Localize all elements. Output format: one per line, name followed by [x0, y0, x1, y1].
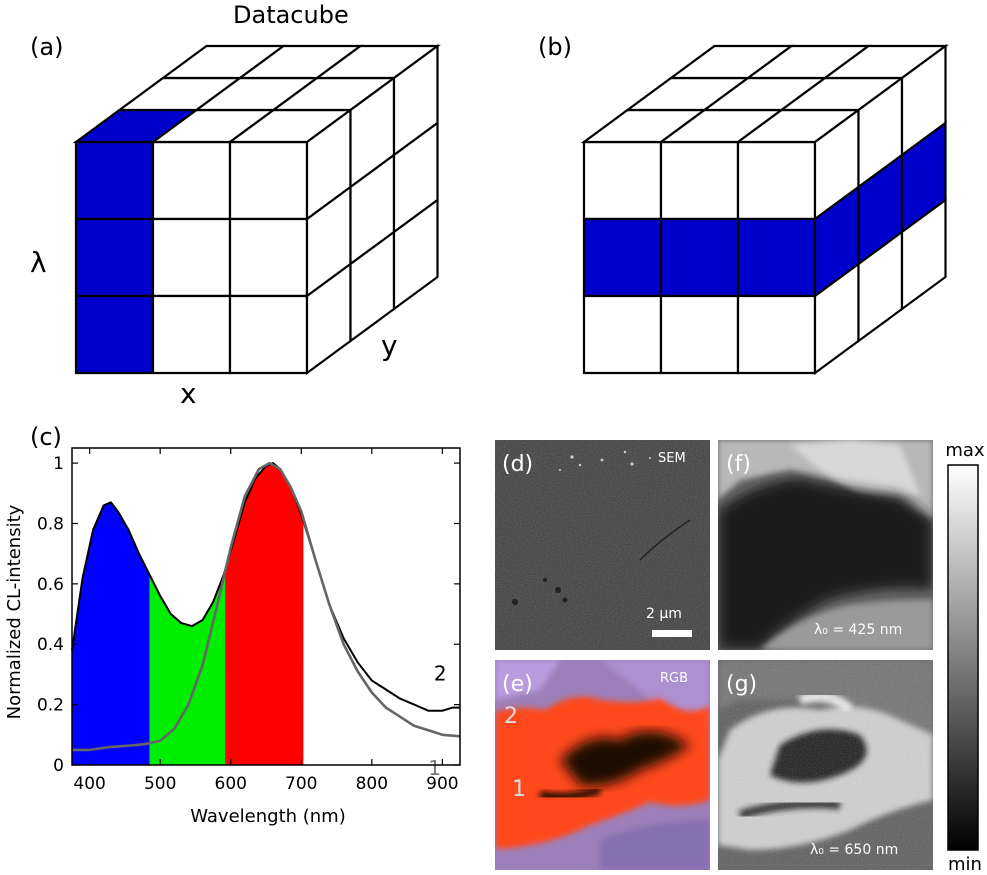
panel-b: (b)	[538, 33, 949, 376]
y-tick-label: 0.6	[37, 575, 64, 595]
label-e: (e)	[502, 672, 533, 697]
series-line-2	[71, 462, 460, 712]
cube-front-cell	[228, 294, 309, 375]
label-d: (d)	[502, 452, 533, 477]
cube-front-cell	[659, 294, 740, 375]
y-tick-label: 0	[53, 756, 64, 776]
y-tick-label: 0.4	[37, 635, 64, 655]
cube-front-cell	[151, 217, 232, 298]
plot-frame	[71, 447, 461, 766]
datacube-a	[72, 43, 441, 376]
cube-front-cell	[74, 217, 155, 298]
scale-bar-label: 2 µm	[646, 606, 682, 622]
cube-front-cell	[151, 294, 232, 375]
cube-front-cell	[582, 217, 663, 298]
panel-c: (c) 2 1 400 500 600 700 800 900 0 0.2 0.4 0.6 0.8 1 W…	[4, 423, 461, 827]
cube-front-cell	[582, 140, 663, 221]
cube-front-cell	[736, 140, 817, 221]
label-g: (g)	[726, 672, 757, 697]
cube-front-cell	[228, 140, 309, 221]
x-tick-label: 400	[73, 774, 105, 794]
x-tick-label: 800	[356, 774, 388, 794]
cube-front-cell	[74, 294, 155, 375]
cube-side-cell	[900, 197, 947, 312]
x-tick-label: 600	[215, 774, 247, 794]
cube-front-cell	[151, 140, 232, 221]
y-tick-label: 1	[53, 454, 64, 474]
panel-a: (a) Datacube λ x y	[30, 1, 441, 410]
colorbar-max-label: max	[945, 440, 985, 461]
lambda-650-label: λ₀ = 650 nm	[810, 842, 898, 858]
sem-tag: SEM	[658, 451, 686, 466]
axis-lambda-label: λ	[30, 246, 47, 279]
panel-e	[495, 660, 710, 870]
label-c: (c)	[30, 423, 62, 451]
x-tick-label: 500	[144, 774, 176, 794]
cube-front-cell	[736, 217, 817, 298]
colorbar-min-label: min	[948, 854, 982, 875]
x-axis-label: Wavelength (nm)	[190, 806, 346, 827]
band-0	[72, 502, 150, 765]
label-f: (f)	[726, 452, 751, 477]
sem-particles	[559, 450, 651, 471]
y-tick-label: 0.8	[37, 514, 64, 534]
lambda-425-label: λ₀ = 425 nm	[814, 622, 902, 638]
series-label-2: 2	[434, 661, 447, 685]
cube-front-cell	[736, 294, 817, 375]
sem-noise	[495, 440, 710, 650]
cube-front-cell	[659, 217, 740, 298]
panel-d	[495, 440, 710, 650]
cube-front-cell	[582, 294, 663, 375]
axis-x-label: x	[180, 377, 197, 410]
cube-side-cell	[392, 197, 439, 312]
sem-pits	[512, 578, 568, 605]
cube-front-cell	[659, 140, 740, 221]
axis-y-label: y	[381, 329, 398, 362]
region-2-marker: 2	[504, 704, 518, 729]
datacube-b	[580, 43, 949, 376]
series-line-1	[72, 461, 461, 752]
colorbar	[947, 464, 979, 851]
spectrum-chart: 2 1 400 500 600 700 800 900 0 0.2 0.4 0.6 0.8 1	[37, 447, 461, 794]
panel-g	[718, 660, 933, 870]
band-2	[225, 463, 304, 765]
scale-bar	[652, 630, 692, 637]
band-1	[149, 570, 226, 765]
label-a: (a)	[30, 33, 63, 61]
cube-front-cell	[228, 217, 309, 298]
x-tick-label: 700	[285, 774, 317, 794]
y-tick-label: 0.2	[37, 696, 64, 716]
cube-title: Datacube	[233, 1, 349, 29]
region-1-marker: 1	[512, 777, 526, 802]
panel-f	[718, 440, 933, 650]
cube-front-cell	[74, 140, 155, 221]
label-b: (b)	[538, 33, 572, 61]
y-axis-label: Normalized CL-intensity	[4, 504, 25, 719]
rgb-tag: RGB	[660, 671, 688, 686]
series-label-1: 1	[428, 756, 441, 780]
x-tick-label: 900	[426, 774, 458, 794]
